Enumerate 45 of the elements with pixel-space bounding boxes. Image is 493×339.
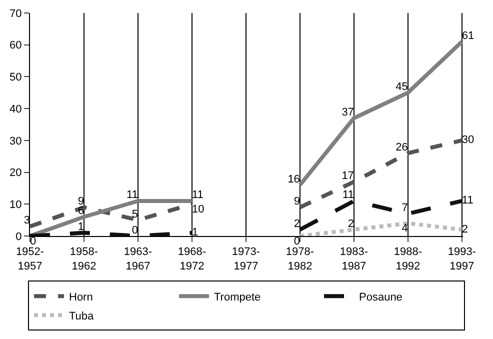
data-label: 0 [132,224,138,236]
data-label: 1 [78,221,84,234]
data-label: 9 [78,196,84,208]
x-tick-label: 1958- 1962 [70,246,98,272]
x-tick-label: 1983- 1987 [340,246,368,272]
data-label: 7 [402,202,408,214]
y-tick-label: 50 [10,72,22,84]
y-tick-label: 30 [10,135,22,148]
x-tick-label: 1978- 1982 [286,246,314,272]
data-label: 0 [294,235,300,248]
data-label: 4 [402,222,408,235]
legend-label: Tuba [69,310,95,322]
x-tick-label: 1963- 1967 [124,246,152,272]
x-tick-label: 1952- 1957 [16,246,44,272]
data-label: 61 [462,30,474,42]
x-tick-label: 1968- 1972 [178,246,206,272]
y-tick-label: 40 [10,103,22,116]
y-tick-label: 70 [10,8,22,20]
x-tick-label: 1973- 1977 [232,246,260,272]
legend-label: Posaune [359,291,402,304]
x-tick-label: 1993- 1997 [448,246,476,272]
data-label: 10 [192,203,204,216]
legend-label: Horn [69,291,93,304]
data-label: 11 [192,189,204,202]
data-label: 11 [342,189,354,202]
y-tick-label: 0 [16,230,22,243]
data-label: 17 [342,170,354,182]
legend-label: Trompete [214,291,261,304]
data-label: 1 [192,226,198,239]
data-label: 2 [294,218,300,230]
data-label: 5 [132,208,138,220]
y-tick-label: 20 [10,167,22,180]
data-label: 37 [342,106,354,118]
data-label: 9 [294,196,300,208]
data-label: 11 [126,189,138,202]
data-label: 2 [348,218,354,230]
data-label: 16 [288,173,300,186]
data-label: 0 [30,235,36,248]
y-tick-label: 10 [10,198,22,211]
data-label: 11 [462,194,474,207]
y-tick-label: 60 [10,40,22,52]
data-label: 26 [396,141,408,154]
data-label: 2 [462,223,468,236]
data-label: 45 [396,80,408,93]
x-tick-label: 1988- 1992 [394,246,422,272]
